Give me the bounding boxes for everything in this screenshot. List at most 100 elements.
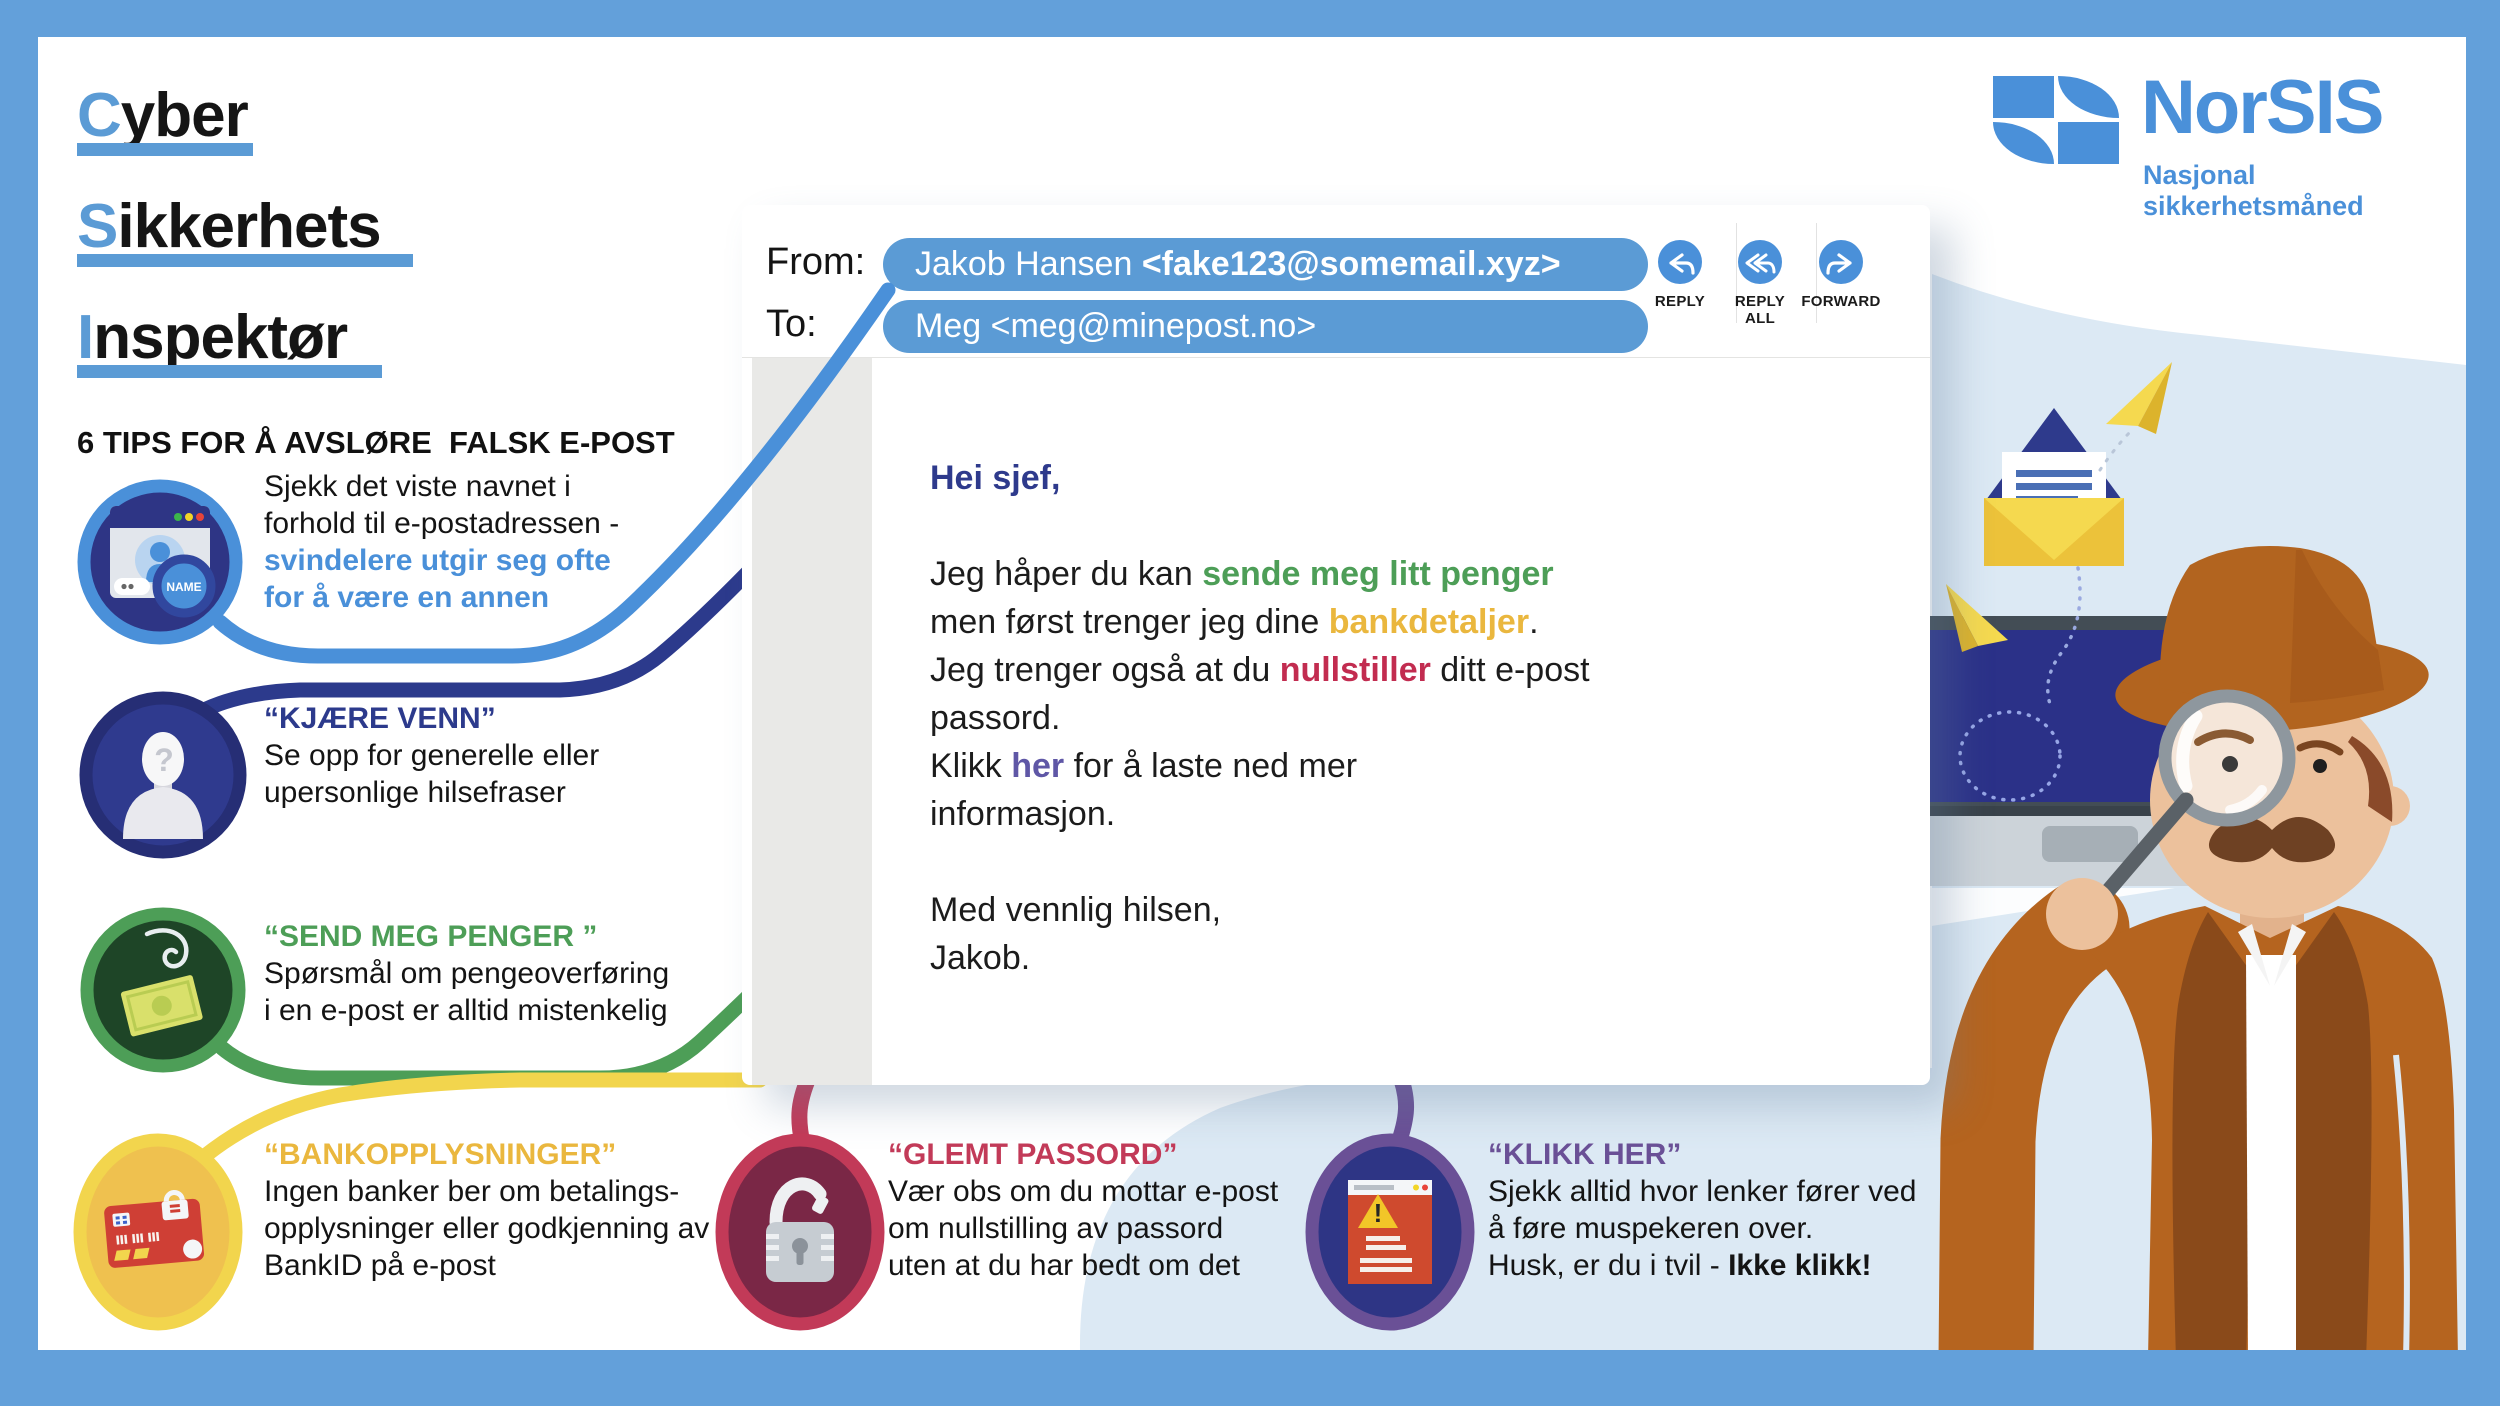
tip-line: å føre muspekeren over. bbox=[1488, 1210, 1917, 1247]
tip-title: “SEND MEG PENGER ” bbox=[264, 920, 598, 953]
email-gutter bbox=[752, 358, 872, 1085]
tip-line: Vær obs om du mottar e-post bbox=[888, 1173, 1278, 1210]
to-label: To: bbox=[766, 303, 817, 345]
question-mark-glyph: ? bbox=[154, 742, 174, 778]
reply-all-label: REPLY ALL bbox=[1734, 293, 1786, 327]
email-body-line: Jakob. bbox=[930, 934, 1750, 982]
reply-icon bbox=[1658, 240, 1702, 284]
from-label: From: bbox=[766, 241, 866, 283]
header-separator bbox=[742, 357, 1930, 358]
magnifying-glass-icon bbox=[2158, 689, 2296, 827]
forward-icon bbox=[1819, 240, 1863, 284]
reply-label: REPLY bbox=[1654, 293, 1706, 310]
name-badge-label: NAME bbox=[166, 580, 201, 594]
reply-all-button[interactable]: REPLY ALL bbox=[1719, 239, 1801, 327]
forward-button[interactable]: FORWARD bbox=[1800, 239, 1882, 310]
text-segment: passord. bbox=[930, 699, 1061, 737]
text-segment: for å laste ned mer bbox=[1064, 747, 1358, 785]
text-segment: Med vennlig hilsen, bbox=[930, 891, 1222, 929]
text-segment: om nullstilling av passord bbox=[888, 1212, 1224, 1245]
text-segment: uten at du har bedt om det bbox=[888, 1249, 1240, 1282]
email-body-line bbox=[930, 502, 1750, 550]
email-window: From: To: Jakob Hansen <fake123@somemail… bbox=[742, 205, 1930, 1085]
from-field[interactable]: Jakob Hansen <fake123@somemail.xyz> bbox=[883, 238, 1648, 291]
text-segment: Klikk bbox=[930, 747, 1012, 785]
to-value: Meg <meg@minepost.no> bbox=[915, 307, 1317, 345]
text-segment: Vær obs om du mottar e-post bbox=[888, 1175, 1279, 1208]
title-line-3: Inspektør bbox=[77, 303, 348, 372]
text-segment: Sjekk det viste navnet i bbox=[264, 470, 571, 503]
text-segment: bankdetaljer bbox=[1328, 603, 1530, 641]
text-segment: upersonlige hilsefraser bbox=[264, 776, 566, 809]
text-segment: Ingen banker ber om betalings- bbox=[264, 1175, 680, 1208]
text-segment: forhold til e-postadressen - bbox=[264, 507, 620, 540]
money-hook-icon bbox=[80, 907, 246, 1073]
to-field[interactable]: Meg <meg@minepost.no> bbox=[883, 300, 1648, 353]
detective-illustration bbox=[1938, 546, 2458, 1406]
text-segment: Ikke klikk! bbox=[1728, 1249, 1872, 1282]
title-line-2: Sikkerhets bbox=[77, 192, 382, 261]
email-link[interactable]: her bbox=[1011, 747, 1065, 785]
text-segment: informasjon. bbox=[930, 795, 1116, 833]
tip-line: om nullstilling av passord bbox=[888, 1210, 1278, 1247]
anonymous-person-icon: ? bbox=[79, 691, 247, 859]
tip-line: uten at du har bedt om det bbox=[888, 1247, 1278, 1284]
text-segment: Spørsmål om pengeoverføring bbox=[264, 957, 670, 990]
tip-2-text: “KJÆRE VENN” Se opp for generelle eller up… bbox=[264, 700, 599, 811]
tip-4-text: “BANKOPPLYSNINGER” Ingen banker ber om be… bbox=[264, 1136, 709, 1284]
text-segment: i en e-post er alltid mistenkelig bbox=[264, 994, 668, 1027]
norsis-logo: NorSIS Nasjonal sikkerhetsmåned bbox=[1993, 60, 2413, 221]
title-underline bbox=[77, 254, 413, 267]
from-address: <fake123@somemail.xyz> bbox=[1141, 245, 1561, 283]
email-body-line bbox=[930, 838, 1750, 886]
title-initial: I bbox=[77, 303, 94, 372]
text-segment: BankID på e-post bbox=[264, 1249, 496, 1282]
title-underline bbox=[77, 365, 382, 378]
tip-line: forhold til e-postadressen - bbox=[264, 505, 619, 542]
text-segment: Jeg trenger også at du bbox=[930, 651, 1280, 689]
tip-line: Spørsmål om pengeoverføring bbox=[264, 955, 669, 992]
tip-line: BankID på e-post bbox=[264, 1247, 709, 1284]
tip-line: Husk, er du i tvil - Ikke klikk! bbox=[1488, 1247, 1917, 1284]
email-body: Hei sjef, Jeg håper du kan sende meg lit… bbox=[930, 454, 1750, 982]
text-segment: å føre muspekeren over. bbox=[1488, 1212, 1814, 1245]
tip-line: upersonlige hilsefraser bbox=[264, 774, 599, 811]
email-body-line: Klikk her for å laste ned mer bbox=[930, 742, 1750, 790]
tip-line: Ingen banker ber om betalings- bbox=[264, 1173, 709, 1210]
email-body-line: Jeg trenger også at du nullstiller ditt … bbox=[930, 646, 1750, 694]
divider bbox=[1736, 223, 1737, 323]
title-line-1: Cyber bbox=[77, 81, 249, 150]
email-body-line: Med vennlig hilsen, bbox=[930, 886, 1750, 934]
tip-5-text: “GLEMT PASSORD” Vær obs om du mottar e-po… bbox=[888, 1136, 1278, 1284]
connector-line-yellow bbox=[192, 1072, 768, 1168]
text-segment: Husk, er du i tvil - bbox=[1488, 1249, 1729, 1282]
title-initial: S bbox=[77, 192, 118, 261]
tip-line: svindelere utgir seg ofte bbox=[264, 542, 619, 579]
paper-plane-icon-2 bbox=[1946, 584, 2008, 652]
tip-1-text: Sjekk det viste navnet i forhold til e-po… bbox=[264, 468, 619, 616]
text-segment: Hei sjef, bbox=[930, 459, 1061, 497]
display-name-check-icon: NAME bbox=[77, 479, 243, 645]
email-body-line: Jeg håper du kan sende meg litt penger bbox=[930, 550, 1750, 598]
tip-title: “BANKOPPLYSNINGER” bbox=[264, 1138, 617, 1171]
tip-title: “KJÆRE VENN” bbox=[264, 702, 496, 735]
tip-line: for å være en annen bbox=[264, 579, 619, 616]
title-initial: C bbox=[77, 81, 122, 150]
text-segment: opplysninger eller godkjenning av bbox=[264, 1212, 710, 1245]
warning-exclamation-glyph: ! bbox=[1374, 1198, 1383, 1228]
email-body-line: men først trenger jeg dine bankdetaljer. bbox=[930, 598, 1750, 646]
title-underline bbox=[77, 143, 253, 156]
page-subtitle: 6 TIPS FOR Å AVSLØRE FALSK E-POST bbox=[77, 425, 675, 460]
tip-line: Se opp for generelle eller bbox=[264, 737, 599, 774]
bank-card-icon bbox=[73, 1133, 243, 1331]
tip-line: i en e-post er alltid mistenkelig bbox=[264, 992, 669, 1029]
from-display-name: Jakob Hansen bbox=[915, 245, 1142, 283]
email-body-line: Hei sjef, bbox=[930, 454, 1750, 502]
text-segment: men først trenger jeg dine bbox=[930, 603, 1329, 641]
connector-line-green bbox=[214, 977, 768, 1086]
reply-button[interactable]: REPLY bbox=[1639, 239, 1721, 310]
email-body-line: informasjon. bbox=[930, 790, 1750, 838]
norsis-tagline: Nasjonal sikkerhetsmåned bbox=[2143, 160, 2364, 221]
paper-plane-icon bbox=[2098, 362, 2172, 472]
text-segment: for å være en annen bbox=[264, 581, 550, 614]
